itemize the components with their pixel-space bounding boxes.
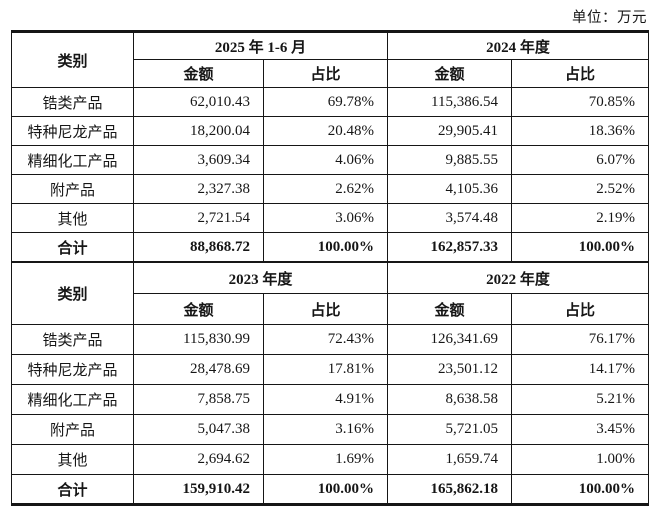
table-row: 其他 2,721.54 3.06% 3,574.48 2.19% (11, 203, 650, 233)
percent-cell: 4.06% (263, 145, 388, 175)
amount-cell: 28,478.69 (133, 354, 264, 385)
subheader-row: 金额 占比 金额 占比 (12, 59, 650, 88)
category-cell: 合计 (11, 474, 134, 505)
table-row: 附产品 2,327.38 2.62% 4,105.36 2.52% (11, 174, 650, 204)
subheader-ratio-cell: 占比 (262, 293, 389, 325)
percent-cell: 2.52% (510, 174, 650, 204)
subheader-ratio-cell: 占比 (510, 59, 650, 88)
period-header-row: 类别 2025 年 1-6 月 2024 年度 (11, 31, 650, 88)
percent-cell: 100.00% (262, 474, 389, 505)
category-cell: 其他 (11, 203, 134, 233)
category-cell: 锆类产品 (11, 324, 134, 355)
unit-label: 单位：万元 (572, 10, 647, 26)
percent-cell: 69.78% (263, 87, 388, 117)
category-cell: 精细化工产品 (11, 145, 134, 175)
period-header-row: 类别 2023 年度 2022 年度 (11, 262, 650, 325)
percent-cell: 4.91% (262, 384, 389, 415)
category-cell: 附产品 (11, 174, 134, 204)
amount-cell: 88,868.72 (133, 232, 264, 262)
table-row: 锆类产品 62,010.43 69.78% 115,386.54 70.85% (11, 87, 650, 117)
category-cell: 特种尼龙产品 (11, 116, 134, 146)
percent-cell: 1.00% (511, 444, 650, 475)
percent-cell: 1.69% (262, 444, 389, 475)
period-header-cell: 2025 年 1-6 月 (133, 31, 388, 60)
percent-cell: 20.48% (263, 116, 388, 146)
percent-cell: 76.17% (511, 324, 650, 355)
percent-cell: 2.19% (510, 203, 650, 233)
revenue-table-2023-2022: 类别 2023 年度 2022 年度 金额 占比 金额 占比 锆类产品 115,8… (11, 262, 650, 506)
percent-cell: 100.00% (510, 232, 650, 262)
amount-cell: 115,386.54 (387, 87, 512, 117)
amount-cell: 3,574.48 (387, 203, 512, 233)
category-cell: 锆类产品 (11, 87, 134, 117)
percent-cell: 70.85% (510, 87, 650, 117)
amount-cell: 4,105.36 (387, 174, 512, 204)
percent-cell: 5.21% (511, 384, 650, 415)
category-cell: 其他 (11, 444, 134, 475)
amount-cell: 3,609.34 (133, 145, 264, 175)
subheader-ratio-cell: 占比 (263, 59, 388, 88)
amount-cell: 23,501.12 (387, 354, 513, 385)
amount-cell: 5,047.38 (133, 414, 264, 445)
category-header-cell: 类别 (11, 31, 134, 88)
subheader-row: 金额 占比 金额 占比 (12, 293, 650, 325)
percent-cell: 6.07% (510, 145, 650, 175)
amount-cell: 2,694.62 (133, 444, 264, 475)
amount-cell: 126,341.69 (387, 324, 513, 355)
amount-cell: 62,010.43 (133, 87, 264, 117)
period-header-cell: 2024 年度 (386, 31, 650, 60)
subheader-amount-cell: 金额 (133, 59, 264, 88)
table-row: 特种尼龙产品 28,478.69 17.81% 23,501.12 14.17% (11, 354, 650, 385)
percent-cell: 2.62% (263, 174, 388, 204)
table-row: 其他 2,694.62 1.69% 1,659.74 1.00% (11, 444, 650, 475)
subheader-ratio-cell: 占比 (511, 293, 650, 325)
amount-cell: 7,858.75 (133, 384, 264, 415)
amount-cell: 29,905.41 (387, 116, 512, 146)
amount-cell: 162,857.33 (387, 232, 512, 262)
table-row: 精细化工产品 7,858.75 4.91% 8,638.58 5.21% (11, 384, 650, 415)
amount-cell: 1,659.74 (387, 444, 513, 475)
revenue-table-2025-2024: 类别 2025 年 1-6 月 2024 年度 金额 占比 金额 占比 锆类产品… (11, 30, 650, 262)
category-cell: 合计 (11, 232, 134, 262)
table-row: 特种尼龙产品 18,200.04 20.48% 29,905.41 18.36% (11, 116, 650, 146)
percent-cell: 100.00% (263, 232, 388, 262)
percent-cell: 17.81% (262, 354, 389, 385)
subheader-amount-cell: 金额 (387, 59, 512, 88)
percent-cell: 3.16% (262, 414, 389, 445)
total-row: 合计 88,868.72 100.00% 162,857.33 100.00% (11, 232, 650, 262)
percent-cell: 72.43% (262, 324, 389, 355)
percent-cell: 18.36% (510, 116, 650, 146)
category-cell: 精细化工产品 (11, 384, 134, 415)
amount-cell: 2,327.38 (133, 174, 264, 204)
total-row: 合计 159,910.42 100.00% 165,862.18 100.00% (11, 474, 650, 505)
percent-cell: 3.06% (263, 203, 388, 233)
subheader-amount-cell: 金额 (387, 293, 513, 325)
category-cell: 附产品 (11, 414, 134, 445)
amount-cell: 8,638.58 (387, 384, 513, 415)
percent-cell: 14.17% (511, 354, 650, 385)
amount-cell: 115,830.99 (133, 324, 264, 355)
percent-cell: 3.45% (511, 414, 650, 445)
period-header-cell: 2022 年度 (387, 262, 650, 294)
table-row: 锆类产品 115,830.99 72.43% 126,341.69 76.17% (11, 324, 650, 355)
revenue-tables-container: 类别 2025 年 1-6 月 2024 年度 金额 占比 金额 占比 锆类产品… (11, 30, 650, 506)
category-header-cell: 类别 (11, 262, 134, 325)
amount-cell: 18,200.04 (133, 116, 264, 146)
amount-cell: 9,885.55 (387, 145, 512, 175)
table-row: 精细化工产品 3,609.34 4.06% 9,885.55 6.07% (11, 145, 650, 175)
table-row: 附产品 5,047.38 3.16% 5,721.05 3.45% (11, 414, 650, 445)
amount-cell: 5,721.05 (387, 414, 513, 445)
percent-cell: 100.00% (511, 474, 650, 505)
amount-cell: 2,721.54 (133, 203, 264, 233)
category-cell: 特种尼龙产品 (11, 354, 134, 385)
period-header-cell: 2023 年度 (132, 262, 389, 294)
amount-cell: 165,862.18 (387, 474, 513, 505)
subheader-amount-cell: 金额 (133, 293, 264, 325)
amount-cell: 159,910.42 (133, 474, 264, 505)
